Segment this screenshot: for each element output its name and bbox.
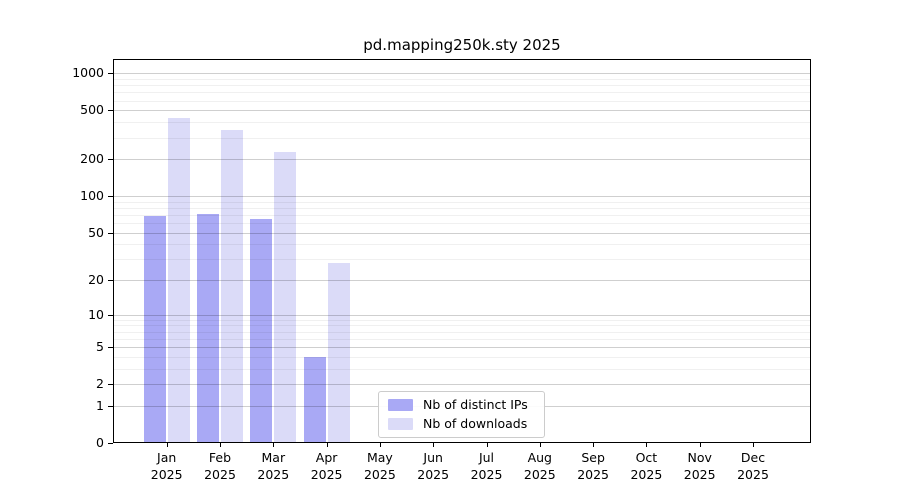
- bar-nb-of-distinct-ips-apr-2025: [303, 356, 326, 443]
- gridline-minor-40: [113, 244, 811, 246]
- gridline-minor-700: [113, 92, 811, 94]
- y-tick-label-1000: 1000: [72, 65, 104, 81]
- legend-swatch-distinct-ips-icon: [388, 399, 413, 411]
- gridline-minor-90: [113, 201, 811, 203]
- x-tick-label-dec-2025: Dec 2025: [737, 450, 769, 482]
- gridline-major-5: [113, 347, 811, 349]
- bar-nb-of-distinct-ips-jan-2025: [143, 215, 166, 443]
- gridline-major-50: [113, 232, 811, 234]
- x-tick-mark-jun: [433, 443, 435, 447]
- x-tick-mark-oct: [646, 443, 648, 447]
- x-tick-label-nov-2025: Nov 2025: [683, 450, 716, 482]
- gridline-minor-600: [113, 100, 811, 102]
- y-tick-mark-1: [108, 405, 113, 407]
- gridline-major-100: [113, 196, 811, 198]
- legend-swatch-downloads-icon: [388, 418, 413, 430]
- gridline-major-500: [113, 110, 811, 112]
- x-tick-mark-apr: [326, 443, 328, 447]
- x-tick-label-jul-2025: Jul 2025: [470, 450, 503, 482]
- bar-nb-of-distinct-ips-mar-2025: [250, 218, 273, 443]
- legend-item-distinct-ips: Nb of distinct IPs: [388, 398, 535, 412]
- legend-label-downloads: Nb of downloads: [423, 416, 528, 431]
- gridline-major-20: [113, 280, 811, 282]
- x-tick-label-apr-2025: Apr 2025: [310, 450, 343, 482]
- y-tick-mark-10: [108, 314, 113, 316]
- gridline-major-2: [113, 384, 811, 386]
- y-tick-mark-5: [108, 347, 113, 349]
- gridline-minor-70: [113, 214, 811, 216]
- x-tick-mark-feb: [220, 443, 221, 447]
- y-tick-mark-0: [108, 443, 113, 444]
- y-tick-mark-50: [108, 232, 113, 234]
- gridline-major-10: [113, 314, 811, 316]
- gridline-minor-6: [113, 338, 811, 340]
- plot-area: [113, 59, 811, 443]
- y-tick-label-500: 500: [80, 102, 104, 118]
- y-tick-label-20: 20: [88, 272, 104, 288]
- gridline-minor-30: [113, 259, 811, 261]
- gridline-major-200: [113, 159, 811, 161]
- y-tick-mark-2: [108, 384, 113, 386]
- x-tick-label-jan-2025: Jan 2025: [150, 450, 183, 482]
- gridline-minor-8: [113, 325, 811, 327]
- gridline-minor-300: [113, 137, 811, 139]
- x-tick-label-mar-2025: Mar 2025: [257, 450, 290, 482]
- y-tick-label-1: 1: [96, 397, 104, 413]
- y-tick-label-100: 100: [80, 188, 104, 204]
- gridline-minor-80: [113, 207, 811, 209]
- y-tick-label-2: 2: [96, 376, 104, 392]
- x-tick-label-feb-2025: Feb 2025: [204, 450, 236, 482]
- x-tick-mark-may: [379, 443, 381, 447]
- x-tick-mark-aug: [539, 443, 541, 447]
- gridline-minor-400: [113, 122, 811, 124]
- legend-item-downloads: Nb of downloads: [388, 417, 535, 431]
- x-tick-mark-sep: [593, 443, 595, 447]
- legend: Nb of distinct IPs Nb of downloads: [378, 391, 545, 438]
- bar-nb-of-downloads-mar-2025: [274, 151, 297, 443]
- y-tick-label-0: 0: [96, 435, 104, 450]
- gridline-minor-800: [113, 85, 811, 87]
- x-tick-mark-jan: [166, 443, 168, 447]
- bar-nb-of-downloads-feb-2025: [221, 129, 243, 443]
- gridline-major-1000: [113, 73, 811, 75]
- x-tick-mark-nov: [699, 443, 701, 447]
- y-tick-mark-100: [108, 196, 113, 198]
- x-tick-label-may-2025: May 2025: [363, 450, 396, 482]
- x-tick-label-jun-2025: Jun 2025: [417, 450, 450, 482]
- legend-label-distinct-ips: Nb of distinct IPs: [423, 397, 528, 412]
- x-tick-mark-jul: [486, 443, 488, 447]
- bar-nb-of-downloads-jan-2025: [167, 117, 190, 443]
- y-tick-label-50: 50: [88, 224, 104, 240]
- y-tick-label-10: 10: [88, 306, 104, 322]
- x-tick-label-sep-2025: Sep 2025: [577, 450, 609, 482]
- y-tick-label-5: 5: [96, 339, 104, 355]
- x-tick-label-aug-2025: Aug 2025: [523, 450, 556, 482]
- y-tick-mark-1000: [108, 73, 113, 75]
- bar-nb-of-distinct-ips-feb-2025: [197, 214, 219, 443]
- y-tick-mark-20: [108, 280, 113, 282]
- y-tick-label-200: 200: [80, 151, 104, 167]
- gridline-minor-7: [113, 331, 811, 333]
- gridline-minor-9: [113, 319, 811, 321]
- x-tick-mark-mar: [273, 443, 275, 447]
- bar-nb-of-downloads-apr-2025: [327, 262, 350, 443]
- gridline-minor-900: [113, 78, 811, 80]
- y-tick-mark-200: [108, 159, 113, 161]
- gridline-minor-3: [113, 368, 811, 370]
- gridline-minor-4: [113, 356, 811, 358]
- y-tick-mark-500: [108, 110, 113, 112]
- chart-title: pd.mapping250k.sty 2025: [363, 36, 561, 54]
- x-tick-label-oct-2025: Oct 2025: [630, 450, 663, 482]
- x-tick-mark-dec: [753, 443, 754, 447]
- gridline-minor-60: [113, 223, 811, 225]
